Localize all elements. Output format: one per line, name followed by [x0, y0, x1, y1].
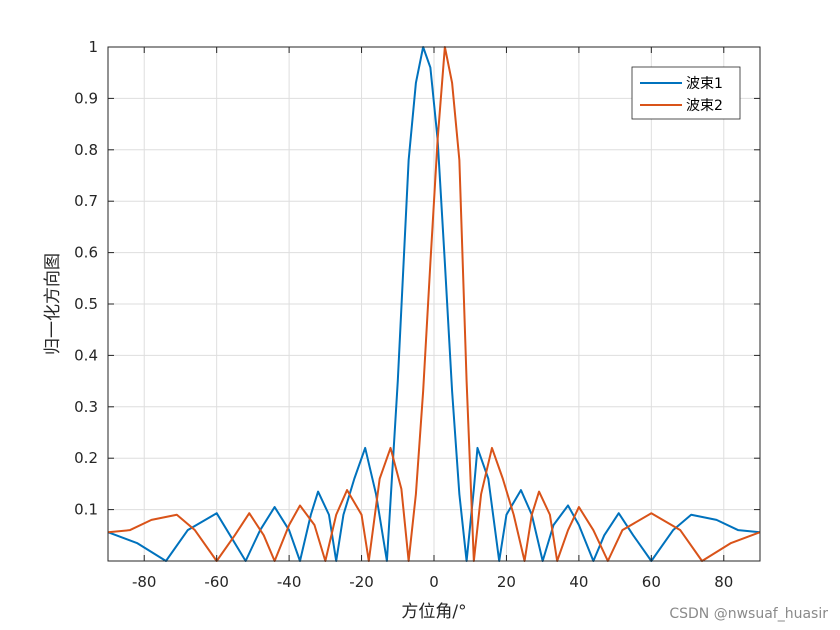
ticks: -80 -60 -40 -20 0 20 40 60 80 0.1 0.2 0.3 0.4 0.5 0.6 0…: [74, 38, 760, 591]
y-tick-label: 0.2: [74, 449, 98, 467]
y-axis-label: 归一化方向图: [43, 253, 63, 355]
x-tick-label: 0: [429, 573, 439, 591]
x-tick-label: 40: [569, 573, 588, 591]
y-tick-label: 0.7: [74, 192, 98, 210]
y-tick-label: 1: [88, 38, 98, 56]
y-tick-label: 0.9: [74, 89, 98, 107]
y-tick-label: 0.8: [74, 141, 98, 159]
legend-label-beam-2: 波束2: [686, 98, 723, 114]
x-tick-label: -60: [204, 573, 229, 591]
y-tick-label: 0.5: [74, 295, 98, 313]
x-tick-label: 20: [497, 573, 516, 591]
x-tick-label: -80: [132, 573, 157, 591]
legend-box: [631, 66, 741, 120]
legend-label-beam-1: 波束1: [686, 76, 723, 92]
y-tick-label: 0.1: [74, 501, 98, 519]
legend: 波束1 波束2: [631, 66, 741, 120]
series-group: [107, 46, 761, 562]
x-axis-label: 方位角/°: [401, 602, 466, 622]
y-tick-label: 0.3: [74, 398, 98, 416]
watermark: CSDN @nwsuaf_huasir: [669, 606, 828, 622]
y-tick-label: 0.4: [74, 346, 98, 364]
x-tick-label: 60: [642, 573, 661, 591]
series-line-beam-1: [107, 46, 761, 562]
y-tick-label: 0.6: [74, 244, 98, 262]
x-tick-label: 80: [714, 573, 733, 591]
x-tick-label: -20: [349, 573, 374, 591]
series-line-beam-2: [107, 46, 761, 562]
x-tick-label: -40: [277, 573, 302, 591]
